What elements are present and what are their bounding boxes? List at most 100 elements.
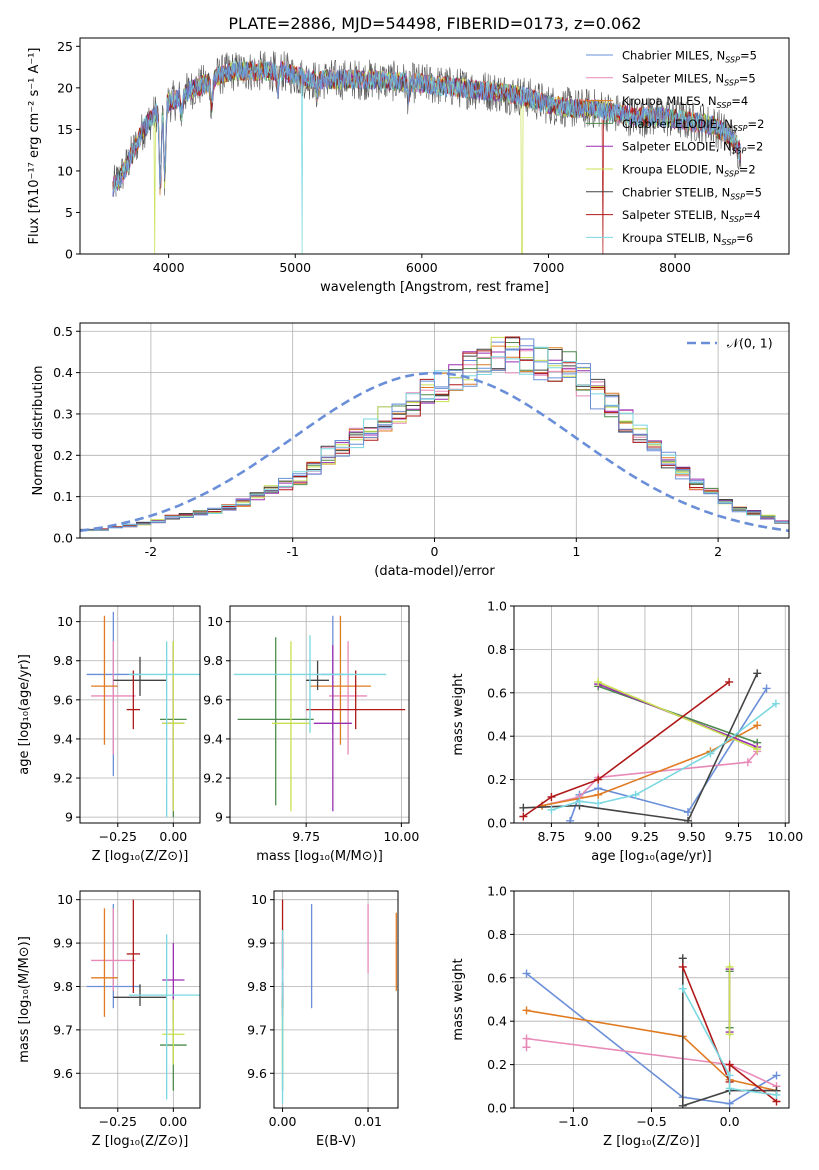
y-tick-label: 9.8: [53, 979, 73, 994]
y-tick-label: 9.9: [53, 936, 73, 951]
weight-line: [541, 724, 758, 807]
residuals-axes: -2 -1 0 1 2 0.0 0.1 0.2 0.3 0.4 0.5 (data-model)/er…: [31, 322, 790, 579]
spectrum-panel: 4000 5000 6000 7000 8000 0 5 10 15 20 25 wavelength…: [27, 37, 790, 295]
y-tick-label: 0.8: [487, 642, 507, 657]
x-tick-label: 1: [572, 544, 580, 559]
weight-point-marker: [522, 1006, 531, 1015]
mass_vs_Z-plot-area: [86, 899, 200, 1100]
weight-line: [682, 988, 777, 1096]
x-tick-label: -2: [145, 544, 157, 559]
y-tick-label: 0: [65, 247, 73, 262]
weight-point-marker: [566, 816, 575, 823]
weight-point-marker: [522, 969, 531, 978]
legend-label: Kroupa ELODIE, NSSP=2: [622, 163, 756, 179]
y-tick-label: 10: [207, 614, 223, 629]
weight_vs_Z-panel: −1.0 −0.5 0.0 0.0 0.2 0.4 0.6 0.8 1.0 Z [log₁₀(Z/…: [451, 884, 790, 1149]
weight-point-marker: [678, 954, 687, 963]
spectrum-axes: 4000 5000 6000 7000 8000 0 5 10 15 20 25 wavelength…: [27, 37, 790, 295]
weight-point-marker: [753, 745, 762, 754]
salpeter_stelib-errorbar: [306, 670, 406, 730]
y-tick-label: 10: [57, 614, 73, 629]
x-tick-label: -1: [286, 544, 298, 559]
salpeter_elodie-errorbar: [313, 645, 352, 812]
salpeter_stelib-errorbar: [126, 670, 140, 730]
weight-line: [681, 958, 777, 1107]
weight-point-marker: [725, 1099, 734, 1108]
chabrier_elodie-errorbar: [237, 637, 314, 806]
weight-point-marker: [725, 1060, 734, 1069]
age_vs_Z-panel: −0.25 0.00 9 9.2 9.4 9.6 9.8 10 Z [log₁₀(Z/Z⊙)] a…: [17, 605, 201, 864]
y-tick-label: 0.4: [53, 365, 73, 380]
x-tick-label: 0.01: [354, 1114, 382, 1129]
y-tick-label: 9.6: [53, 1066, 73, 1081]
residuals-legend: 𝒩(0, 1): [687, 336, 773, 351]
y-tick-label: 9.8: [247, 979, 267, 994]
x-tick-label: 0.00: [269, 1114, 297, 1129]
y-tick-label: 9.9: [247, 936, 267, 951]
weight-point-marker: [519, 812, 528, 821]
x-axis-label: wavelength [Angstrom, rest frame]: [320, 280, 549, 295]
x-tick-label: 0.0: [720, 1114, 740, 1129]
kroupa_elodie-weight-series: [594, 677, 762, 754]
y-tick-label: 25: [57, 39, 73, 54]
x-tick-label: 0.00: [159, 829, 187, 844]
kroupa_elodie-weight-series: [725, 962, 734, 1039]
weight-point-marker: [762, 684, 771, 693]
legend-label: Salpeter STELIB, NSSP=4: [622, 208, 761, 224]
weight-point-marker: [683, 816, 692, 823]
weight-point-marker: [547, 805, 556, 814]
x-tick-label: 9.00: [584, 829, 612, 844]
weight-point-marker: [594, 677, 603, 686]
x-tick-label: −0.5: [636, 1114, 666, 1129]
y-tick-label: 0.0: [53, 531, 73, 546]
weight-point-marker: [725, 962, 734, 971]
y-tick-label: 5: [65, 205, 73, 220]
y-tick-label: 9.4: [53, 731, 73, 746]
age_vs_mass-plot-area: [233, 615, 406, 812]
weight_vs_age-axes: 8.75 9.00 9.25 9.50 9.75 10.00 0.0 0.2 0.4 0.6 0.8…: [451, 599, 803, 865]
x-tick-label: 0.00: [159, 1114, 187, 1129]
legend-label: Kroupa MILES, NSSP=4: [622, 94, 748, 110]
salpeter_miles-errorbar: [91, 641, 136, 755]
weight-point-marker: [743, 758, 752, 767]
y-axis-label: mass weight: [451, 673, 466, 755]
normal_curve-model-line: [112, 60, 741, 196]
weight-point-marker: [772, 1090, 781, 1099]
normal-distribution-curve: [80, 371, 789, 533]
kroupa_miles-errorbar: [91, 908, 118, 1017]
weight-point-marker: [683, 808, 692, 817]
residuals-plot-area: [80, 336, 789, 538]
x-tick-label: −0.25: [99, 829, 137, 844]
axes-frame: [79, 890, 201, 1109]
y-tick-label: 1.0: [487, 599, 507, 614]
legend-label: Kroupa STELIB, NSSP=6: [622, 231, 753, 247]
kroupa_elodie-errorbar: [271, 641, 310, 812]
y-tick-label: 9.6: [53, 692, 73, 707]
y-tick-label: 0.2: [487, 772, 507, 787]
legend-label: Chabrier MILES, NSSP=5: [622, 49, 757, 65]
salpeter_miles-errorbar: [91, 908, 136, 991]
legend-label: Salpeter ELODIE, NSSP=2: [622, 140, 763, 156]
weight-point-marker: [753, 669, 762, 678]
y-tick-label: 0.1: [53, 489, 73, 504]
x-tick-label: 8.75: [537, 829, 565, 844]
y-tick-label: 10: [57, 163, 73, 178]
x-tick-label: 6000: [406, 260, 438, 275]
y-tick-label: 0.0: [487, 816, 507, 831]
y-tick-label: 9: [65, 810, 73, 825]
y-tick-label: 0.6: [487, 685, 507, 700]
weight-point-marker: [547, 792, 556, 801]
salpeter_stelib-errorbar: [126, 899, 140, 993]
kroupa_stelib-model-line: [112, 60, 741, 254]
kroupa_stelib-errorbar: [128, 934, 200, 1100]
x-tick-label: −1.0: [558, 1114, 588, 1129]
y-axis-label: Flux [fλ10⁻¹⁷ erg cm⁻² s⁻¹ A⁻¹]: [27, 48, 42, 245]
kroupa_miles-errorbar: [91, 615, 118, 745]
y-tick-label: 0.2: [53, 448, 73, 463]
y-tick-label: 9.2: [53, 771, 73, 786]
axes-frame: [273, 890, 399, 1109]
y-axis-label: mass weight: [451, 958, 466, 1040]
weight-line: [526, 1009, 777, 1092]
weight-point-marker: [522, 1043, 531, 1052]
weight-point-marker: [519, 803, 528, 812]
